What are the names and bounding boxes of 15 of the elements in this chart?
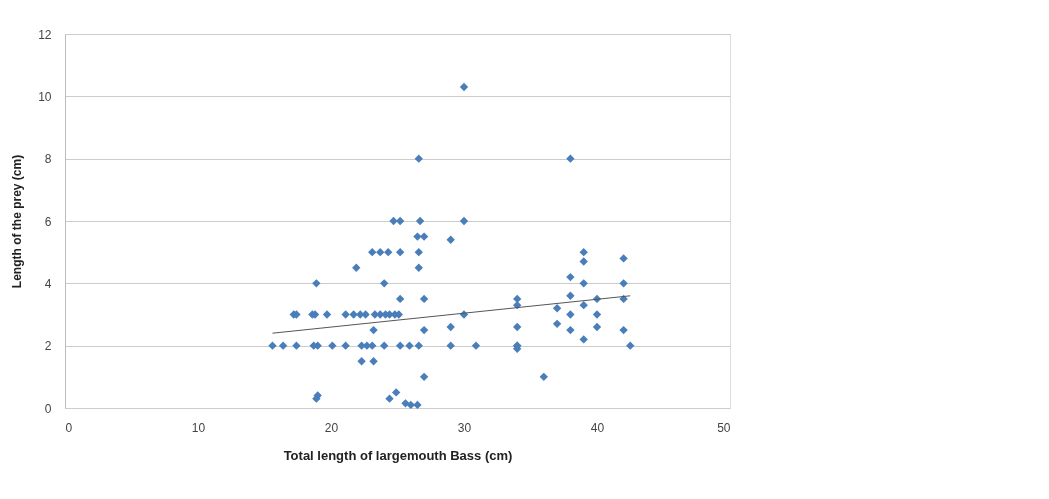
x-tick-label: 40: [590, 420, 605, 435]
x-tick-label: 50: [717, 420, 731, 435]
y-tick-label: 10: [38, 89, 52, 104]
y-tick-label: 0: [44, 401, 52, 416]
y-tick-label: 8: [44, 152, 52, 167]
y-tick-label: 12: [38, 27, 52, 42]
y-axis-title: Length of the prey (cm): [10, 154, 25, 289]
y-tick-label: 2: [44, 339, 52, 354]
y-tick-label: 4: [44, 276, 52, 291]
x-tick-label: 10: [191, 420, 206, 435]
x-tick-label: 30: [457, 420, 472, 435]
y-tick-label: 6: [44, 214, 52, 229]
x-tick-label: 20: [324, 420, 339, 435]
x-tick-label: 0: [65, 420, 73, 435]
x-axis-title: Total length of largemouth Bass (cm): [283, 447, 513, 463]
